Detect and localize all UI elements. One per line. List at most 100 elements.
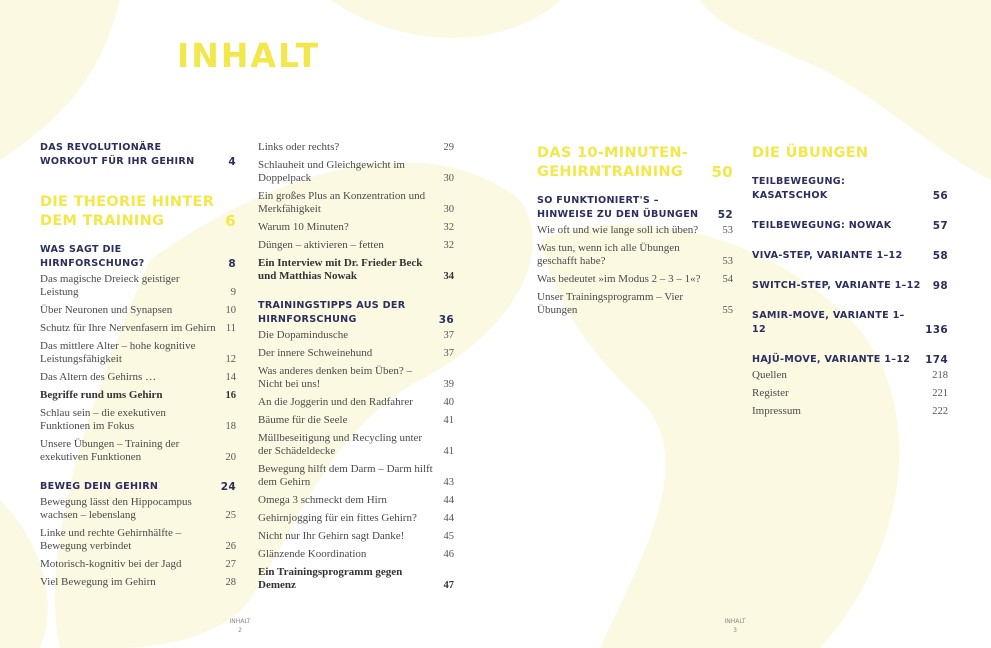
entry-title: Bewegung hilft dem Darm – Darm hilft dem… <box>258 463 433 488</box>
entry-page-number: 222 <box>932 406 948 417</box>
entry-page-number: 25 <box>225 510 237 521</box>
entry-page-number: 56 <box>932 190 948 202</box>
toc-entry[interactable]: Wie oft und wie lange soll ich üben? 53 <box>537 224 733 237</box>
toc-entry[interactable]: Was anderes denken beim Üben? – Nicht be… <box>258 365 454 391</box>
entry-title: Ein Trainingsprogramm gegen Demenz <box>258 566 403 591</box>
toc-entry[interactable]: Linke und rechte Gehirnhälfte – Bewegung… <box>40 527 236 553</box>
section-heading[interactable]: SAMIR-MOVE, VARIANTE 1–12 136 <box>752 309 948 337</box>
toc-entry[interactable]: Über Neuronen und Synapsen 10 <box>40 304 236 317</box>
toc-entry[interactable]: Nicht nur Ihr Gehirn sagt Danke! 45 <box>258 530 454 543</box>
toc-entry[interactable]: Glänzende Koordination 46 <box>258 548 454 561</box>
entry-page-number: 32 <box>443 240 455 251</box>
section-heading[interactable]: TEILBEWEGUNG: KASATSCHOK 56 <box>752 175 948 203</box>
entry-page-number: 44 <box>443 513 455 524</box>
toc-entry[interactable]: Das magische Dreieck geistiger Leistung 9 <box>40 273 236 299</box>
entry-title: Müllbeseitigung und Recycling unter der … <box>258 432 423 457</box>
background-blob <box>0 0 120 160</box>
entry-title: Was tun, wenn ich alle Übungen geschafft… <box>537 242 680 267</box>
toc-entry[interactable]: Der innere Schweinehund 37 <box>258 347 454 360</box>
entry-page-number: 11 <box>225 323 236 334</box>
toc-entry[interactable]: Ein großes Plus an Konzentration und Mer… <box>258 190 454 216</box>
toc-entry[interactable]: Das Altern des Gehirns … 14 <box>40 371 236 384</box>
section-heading[interactable]: BEWEG DEIN GEHIRN 24 <box>40 480 236 494</box>
toc-entry[interactable]: Links oder rechts? 29 <box>258 141 454 154</box>
footer-left: INHALT 2 <box>220 617 260 635</box>
entry-page-number: 30 <box>443 204 455 215</box>
entry-page-number: 46 <box>443 549 455 560</box>
entry-page-number: 37 <box>443 330 455 341</box>
entry-title: Schutz für Ihre Nervenfasern im Gehirn <box>40 322 216 334</box>
toc-entry[interactable]: Unsere Übungen – Training der exekutiven… <box>40 438 236 464</box>
entry-title: Was anderes denken beim Üben? – Nicht be… <box>258 365 412 390</box>
entry-title: HAJÜ-MOVE, VARIANTE 1–12 <box>752 354 911 365</box>
toc-entry[interactable]: Omega 3 schmeckt dem Hirn 44 <box>258 494 454 507</box>
toc-entry[interactable]: Schutz für Ihre Nervenfasern im Gehirn 11 <box>40 322 236 335</box>
entry-page-number: 29 <box>443 142 455 153</box>
toc-entry[interactable]: Was tun, wenn ich alle Übungen geschafft… <box>537 242 733 268</box>
entry-title: Bewegung lässt den Hippocampus wachsen –… <box>40 496 192 521</box>
section-heading[interactable]: TEILBEWEGUNG: NOWAK 57 <box>752 219 948 233</box>
toc-entry[interactable]: Bewegung hilft dem Darm – Darm hilft dem… <box>258 463 454 489</box>
footer-label: INHALT <box>724 618 746 625</box>
entry-page-number: 50 <box>711 163 733 181</box>
entry-page-number: 53 <box>722 225 734 236</box>
toc-entry-bold[interactable]: Ein Trainingsprogramm gegen Demenz 47 <box>258 566 454 592</box>
toc-column-4: DIE ÜBUNGEN TEILBEWEGUNG: KASATSCHOK 56 TEI… <box>752 144 948 418</box>
background-blob <box>54 162 533 648</box>
entry-title: Viel Bewegung im Gehirn <box>40 576 156 588</box>
toc-entry[interactable]: Warum 10 Minuten? 32 <box>258 221 454 234</box>
toc-entry[interactable]: An die Joggerin und den Radfahrer 40 <box>258 396 454 409</box>
section-heading[interactable]: DAS REVOLUTIONÄRE WORKOUT FÜR IHR GEHIRN… <box>40 141 236 169</box>
toc-entry[interactable]: Viel Bewegung im Gehirn 28 <box>40 576 236 589</box>
entry-page-number: 39 <box>443 379 455 390</box>
entry-page-number: 174 <box>925 354 948 366</box>
chapter-heading[interactable]: DIE THEORIE HINTER DEM TRAINING 6 <box>40 193 236 231</box>
chapter-heading[interactable]: DAS 10-MINUTEN-GEHIRNTRAINING 50 <box>537 144 733 182</box>
entry-page-number: 55 <box>722 305 734 316</box>
entry-title: Was bedeutet »im Modus 2 – 3 – 1«? <box>537 273 701 285</box>
toc-column-1: DAS REVOLUTIONÄRE WORKOUT FÜR IHR GEHIRN… <box>40 141 236 589</box>
toc-entry[interactable]: Bäume für die Seele 41 <box>258 414 454 427</box>
entry-page-number: 41 <box>443 446 455 457</box>
section-heading[interactable]: TRAININGSTIPPS AUS DER HIRNFORSCHUNG 36 <box>258 299 454 327</box>
entry-page-number: 9 <box>230 287 236 298</box>
toc-entry-bold[interactable]: Begriffe rund ums Gehirn 16 <box>40 389 236 402</box>
entry-title: Gehirnjogging für ein fittes Gehirn? <box>258 512 417 524</box>
toc-entry[interactable]: Register 221 <box>752 387 948 400</box>
toc-entry[interactable]: Gehirnjogging für ein fittes Gehirn? 44 <box>258 512 454 525</box>
entry-page-number: 16 <box>225 390 237 401</box>
toc-entry[interactable]: Quellen 218 <box>752 369 948 382</box>
section-heading[interactable]: SWITCH-STEP, VARIANTE 1–12 98 <box>752 279 948 293</box>
section-heading[interactable]: VIVA-STEP, VARIANTE 1–12 58 <box>752 249 948 263</box>
toc-entry[interactable]: Bewegung lässt den Hippocampus wachsen –… <box>40 496 236 522</box>
entry-page-number: 27 <box>225 559 237 570</box>
entry-title: SAMIR-MOVE, VARIANTE 1–12 <box>752 310 905 335</box>
entry-title: TRAININGSTIPPS AUS DER HIRNFORSCHUNG <box>258 300 406 325</box>
entry-page-number: 52 <box>717 209 733 221</box>
toc-entry-bold[interactable]: Ein Interview mit Dr. Frieder Beck und M… <box>258 257 454 283</box>
toc-entry[interactable]: Schlau sein – die exekutiven Funktionen … <box>40 407 236 433</box>
toc-entry[interactable]: Unser Trainingsprogramm – Vier Übungen 55 <box>537 291 733 317</box>
entry-page-number: 221 <box>932 388 948 399</box>
toc-entry[interactable]: Düngen – aktivieren – fetten 32 <box>258 239 454 252</box>
toc-entry[interactable]: Motorisch-kognitiv bei der Jagd 27 <box>40 558 236 571</box>
toc-entry[interactable]: Die Dopamindusche 37 <box>258 329 454 342</box>
section-heading[interactable]: SO FUNKTIONIERT'S – HINWEISE ZU DEN ÜBUN… <box>537 194 733 222</box>
chapter-heading[interactable]: DIE ÜBUNGEN <box>752 144 948 163</box>
toc-entry[interactable]: Impressum 222 <box>752 405 948 418</box>
toc-entry[interactable]: Das mittlere Alter – hohe kognitive Leis… <box>40 340 236 366</box>
toc-entry[interactable]: Müllbeseitigung und Recycling unter der … <box>258 432 454 458</box>
entry-title: Unser Trainingsprogramm – Vier Übungen <box>537 291 684 316</box>
entry-title: Das Altern des Gehirns … <box>40 371 157 383</box>
entry-title: Über Neuronen und Synapsen <box>40 304 173 316</box>
toc-entry[interactable]: Schlauheit und Gleichgewicht im Doppelpa… <box>258 159 454 185</box>
section-heading[interactable]: WAS SAGT DIE HIRNFORSCHUNG? 8 <box>40 243 236 271</box>
entry-page-number: 43 <box>443 477 455 488</box>
page-number: 3 <box>733 627 737 634</box>
toc-entry[interactable]: Was bedeutet »im Modus 2 – 3 – 1«? 54 <box>537 273 733 286</box>
entry-page-number: 4 <box>228 156 236 168</box>
entry-title: Ein Interview mit Dr. Frieder Beck und M… <box>258 257 423 282</box>
section-heading[interactable]: HAJÜ-MOVE, VARIANTE 1–12 174 <box>752 353 948 367</box>
entry-title: Der innere Schweinehund <box>258 347 373 359</box>
entry-title: TEILBEWEGUNG: KASATSCHOK <box>752 176 846 201</box>
